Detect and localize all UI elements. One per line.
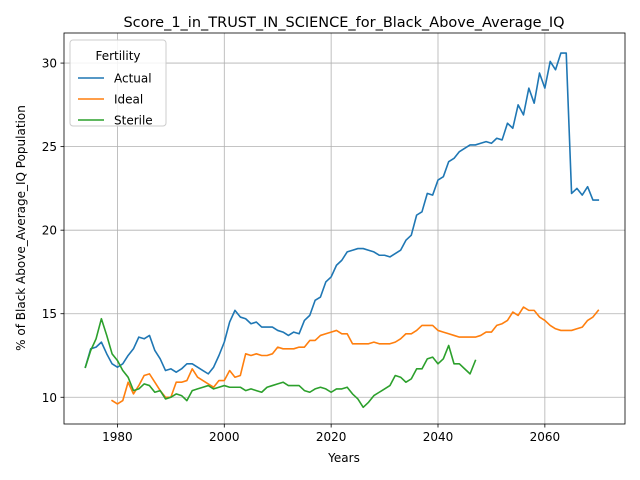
legend-label-sterile: Sterile [114,114,153,128]
x-tick-label: 2040 [423,430,454,444]
chart-title: Score_1_in_TRUST_IN_SCIENCE_for_Black_Ab… [123,15,564,31]
legend-label-actual: Actual [114,72,152,86]
y-tick-label: 30 [42,57,57,71]
y-tick-label: 15 [42,307,57,321]
y-tick-label: 10 [42,391,57,405]
x-tick-label: 2020 [316,430,347,444]
legend-title: Fertility [95,49,140,63]
x-tick-label: 2000 [209,430,240,444]
legend: Fertility Actual Ideal Sterile [70,40,166,128]
x-axis-label: Years [327,451,360,465]
x-tick-label: 1980 [102,430,133,444]
legend-label-ideal: Ideal [114,93,143,107]
x-tick-label: 2060 [530,430,561,444]
y-tick-label: 25 [42,140,57,154]
y-tick-label: 20 [42,224,57,238]
y-axis-label: % of Black Above_Average_IQ Population [14,105,28,351]
